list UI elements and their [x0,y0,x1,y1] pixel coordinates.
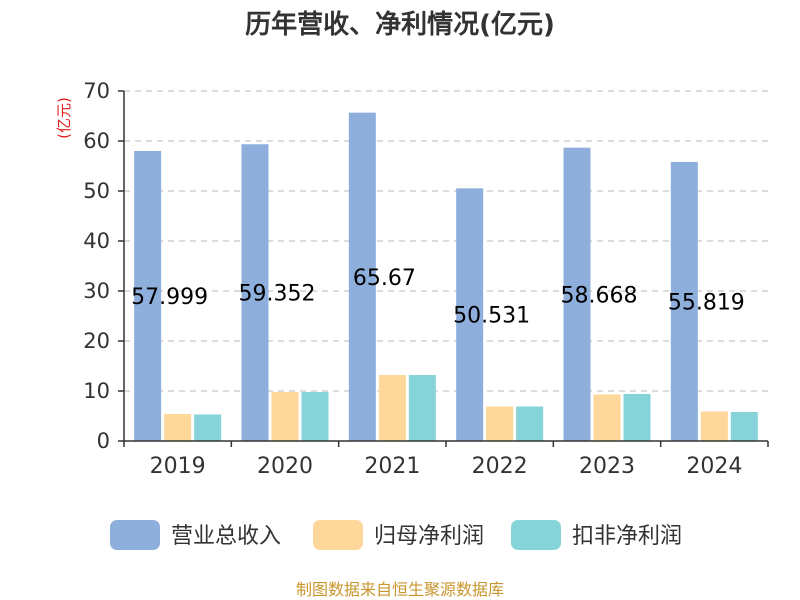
bar [348,112,376,442]
bar [593,394,621,441]
legend-label[interactable]: 营业总收入 [171,524,281,549]
bar [456,188,484,441]
bar [700,411,728,441]
x-tick-label: 2023 [579,454,635,479]
y-tick-label: 60 [83,129,110,153]
bar [623,394,651,441]
bar [194,414,222,441]
x-tick-label: 2021 [364,454,420,479]
legend-swatch[interactable] [110,520,160,550]
bar [241,144,269,442]
x-tick-label: 2024 [686,454,742,479]
y-tick-label: 40 [83,229,110,253]
data-label: 57.999 [131,285,208,310]
source-note: 制图数据来自恒生聚源数据库 [296,580,504,599]
bar [378,375,406,441]
bar [164,414,192,441]
data-label: 59.352 [239,282,316,307]
x-tick-label: 2019 [150,454,206,479]
legend-label[interactable]: 扣非净利润 [572,524,682,549]
y-tick-labels: 0 10 20 30 40 50 60 70 [83,79,110,453]
bar [301,392,329,441]
y-tick-label: 50 [83,179,110,203]
axes [118,90,769,447]
bar [134,151,162,441]
bars [134,112,758,442]
legend-swatch[interactable] [511,520,561,550]
y-tick-label: 10 [83,379,110,403]
data-label: 65.67 [353,266,416,291]
bar [516,406,544,441]
data-label: 55.819 [668,290,745,315]
bar [730,412,758,441]
grid-lines [124,90,768,392]
legend: 营业总收入 归母净利润 扣非净利润 [110,520,682,550]
data-labels: 57.999 59.352 65.67 50.531 58.668 55.819 [131,266,745,329]
y-tick-label: 0 [97,429,110,453]
bar [563,147,591,441]
x-tick-label: 2020 [257,454,313,479]
y-tick-label: 30 [83,279,110,303]
data-label: 58.668 [561,283,638,308]
bar [486,406,514,441]
x-tick-label: 2022 [472,454,528,479]
bar [408,375,436,441]
y-axis-unit-label: (亿元) [55,97,73,139]
y-tick-label: 70 [83,79,110,103]
chart-title: 历年营收、净利情况(亿元) [245,9,555,40]
x-tick-labels: 2019 2020 2021 2022 2023 2024 [150,454,743,479]
bar [271,392,299,441]
legend-label[interactable]: 归母净利润 [374,524,484,549]
data-label: 50.531 [453,304,530,329]
legend-swatch[interactable] [313,520,363,550]
bar [670,161,698,441]
y-tick-label: 20 [83,329,110,353]
